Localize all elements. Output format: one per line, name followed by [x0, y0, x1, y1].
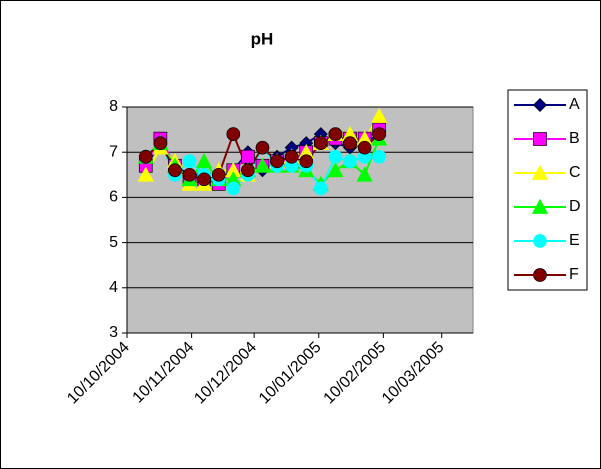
y-tick-label: 4 — [109, 279, 118, 296]
legend-label: D — [569, 198, 581, 215]
y-tick-label: 3 — [109, 324, 118, 341]
marker — [372, 149, 387, 164]
y-tick-label: 7 — [109, 143, 118, 160]
marker — [284, 149, 299, 164]
marker — [299, 154, 314, 169]
legend-label: A — [569, 96, 580, 113]
marker — [328, 127, 343, 141]
marker — [138, 149, 153, 164]
marker — [182, 167, 197, 182]
marker — [531, 198, 549, 214]
marker — [211, 167, 226, 182]
marker — [343, 154, 357, 169]
marker — [533, 98, 547, 112]
marker — [241, 163, 255, 178]
marker — [327, 162, 344, 178]
marker — [531, 164, 549, 180]
marker — [328, 149, 343, 164]
marker — [254, 157, 271, 173]
marker — [137, 166, 154, 182]
marker — [241, 149, 255, 164]
marker — [182, 154, 197, 169]
legend-label: E — [569, 232, 580, 249]
marker — [255, 140, 270, 155]
y-tick-label: 5 — [109, 234, 118, 251]
marker — [226, 127, 241, 141]
y-tick-label: 6 — [109, 189, 118, 206]
marker — [270, 154, 284, 169]
marker — [226, 181, 241, 196]
y-tick-label: 8 — [109, 98, 118, 115]
legend-box — [507, 89, 588, 291]
marker — [533, 234, 547, 248]
marker — [153, 136, 168, 151]
marker — [343, 136, 357, 151]
marker — [371, 107, 388, 123]
marker — [197, 172, 211, 187]
plot-area — [126, 106, 474, 334]
marker — [357, 140, 372, 155]
marker — [356, 166, 373, 182]
marker — [196, 152, 213, 169]
marker — [533, 132, 547, 146]
legend-label: B — [569, 130, 580, 147]
legend-label: C — [569, 164, 581, 181]
marker — [533, 268, 547, 282]
marker — [313, 181, 328, 196]
legend-label: F — [569, 266, 579, 283]
marker — [168, 163, 182, 178]
chart-title: pH — [251, 29, 274, 48]
marker — [372, 127, 387, 141]
marker — [313, 136, 328, 151]
